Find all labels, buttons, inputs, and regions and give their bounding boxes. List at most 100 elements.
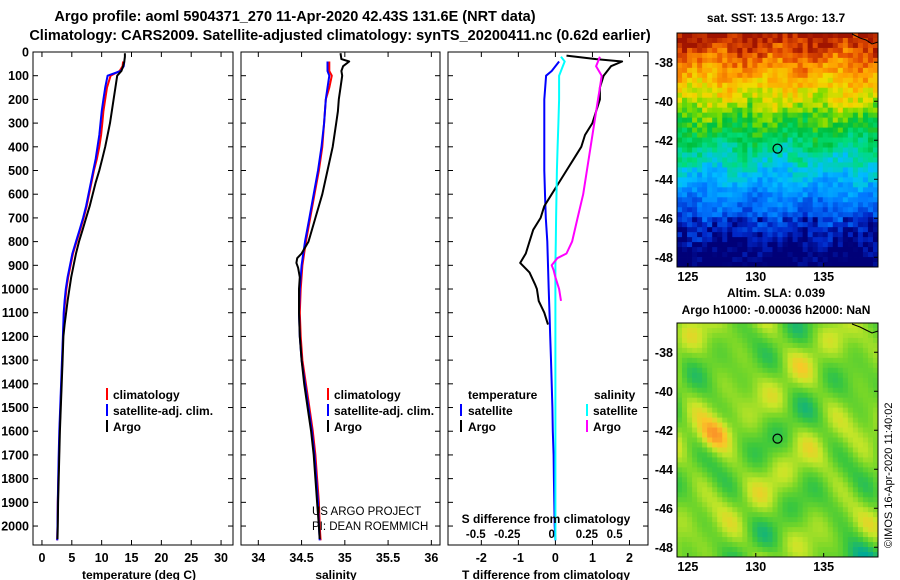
sla-cell <box>872 357 879 364</box>
sla-cell <box>697 387 703 394</box>
sla-cell <box>732 402 738 409</box>
sla-cell <box>762 382 768 389</box>
sst-cell <box>707 162 713 168</box>
sst-cell <box>722 192 728 198</box>
sst-cell <box>787 57 793 64</box>
sla-cell <box>717 352 723 359</box>
sla-cell <box>847 477 854 483</box>
sla-cell <box>852 357 859 364</box>
sla-cell <box>677 362 683 369</box>
sla-cell <box>857 323 864 329</box>
sst-cell <box>842 67 849 74</box>
sla-cell <box>732 552 738 558</box>
sla-cell <box>772 427 778 433</box>
sst-cell <box>687 262 693 268</box>
sst-cell <box>772 112 778 119</box>
sla-cell <box>817 372 824 379</box>
sst-cell <box>782 217 788 223</box>
sla-cell <box>862 357 869 364</box>
sst-cell <box>852 52 859 59</box>
sla-cell <box>852 542 859 548</box>
sst-cell <box>867 187 874 193</box>
sst-cell <box>842 102 849 109</box>
sla-cell <box>687 477 693 483</box>
sst-cell <box>692 167 698 173</box>
sla-cell <box>707 332 713 339</box>
sst-cell <box>747 117 753 124</box>
sst-cell <box>712 202 718 208</box>
sst-cell <box>737 92 743 99</box>
sst-cell <box>727 227 733 233</box>
sst-cell <box>747 227 753 233</box>
sst-cell <box>677 112 683 119</box>
sst-cell <box>822 257 829 263</box>
sst-cell <box>777 97 783 104</box>
sst-cell <box>802 252 809 258</box>
sla-cell <box>712 417 718 423</box>
sst-cell <box>802 177 809 183</box>
temperature-argo-line <box>519 54 624 325</box>
sla-cell <box>717 502 723 508</box>
sst-cell <box>847 33 854 39</box>
sla-cell <box>762 497 768 503</box>
sla-cell <box>792 457 799 463</box>
sla-cell <box>772 487 778 493</box>
sst-cell <box>737 142 743 148</box>
sst-cell <box>852 47 859 54</box>
sst-cell <box>797 172 804 178</box>
sla-cell <box>737 497 743 503</box>
sla-cell <box>822 492 829 498</box>
sla-cell <box>747 552 753 558</box>
sla-cell <box>677 432 683 438</box>
sst-cell <box>712 152 718 158</box>
sla-cell <box>787 482 793 488</box>
sla-cell <box>812 492 819 498</box>
sst-cell <box>712 257 718 263</box>
sla-cell <box>682 323 688 329</box>
sst-cell <box>797 202 804 208</box>
sst-cell <box>867 52 874 59</box>
sst-cell <box>857 257 864 263</box>
sla-cell <box>722 402 728 409</box>
sla-cell <box>722 497 728 503</box>
sla-cell <box>757 417 763 423</box>
sla-cell <box>727 387 733 394</box>
sst-cell <box>867 177 874 183</box>
sla-cell <box>867 512 874 518</box>
sst-cell <box>797 97 804 104</box>
sst-cell <box>742 97 748 104</box>
sla-cell <box>697 502 703 508</box>
sst-cell <box>677 187 683 193</box>
sst-cell <box>682 37 688 44</box>
sla-cell <box>732 517 738 523</box>
sla-cell <box>802 477 809 483</box>
sst-cell <box>807 82 814 89</box>
legend-s-argo-label: Argo <box>593 420 621 434</box>
sla-cell <box>857 447 864 453</box>
sla-cell <box>757 377 763 384</box>
sst-cell <box>827 217 834 223</box>
sst-cell <box>707 192 713 198</box>
sst-cell <box>797 87 804 94</box>
sst-cell <box>792 212 799 218</box>
sst-cell <box>832 162 839 168</box>
sst-cell <box>677 242 683 248</box>
sst-cell <box>792 132 799 138</box>
sla-cell <box>777 402 783 409</box>
x-tick-label: 2 <box>626 551 633 565</box>
sla-cell <box>852 482 859 488</box>
sla-cell <box>827 462 834 468</box>
sla-cell <box>792 342 799 349</box>
sst-cell <box>712 147 718 153</box>
sla-cell <box>807 472 814 478</box>
sla-cell <box>807 547 814 553</box>
sst-cell <box>862 47 869 54</box>
sst-cell <box>862 97 869 104</box>
sla-cell <box>837 432 844 438</box>
sst-cell <box>857 177 864 183</box>
sla-cell <box>727 492 733 498</box>
sst-cell <box>702 33 708 39</box>
sst-cell <box>817 247 824 253</box>
sst-cell <box>802 42 809 49</box>
